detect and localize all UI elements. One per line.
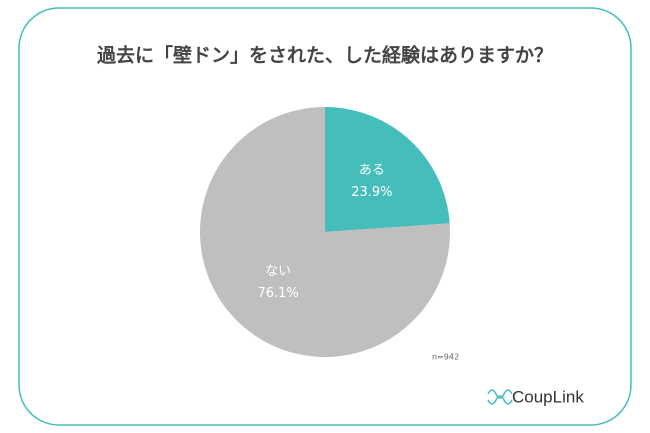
value-label: 76.1% <box>257 286 298 301</box>
pie-slice <box>325 107 450 232</box>
value-label: 23.9% <box>351 185 392 200</box>
logo: CoupLink <box>512 387 584 406</box>
slice-label: ない <box>265 264 291 279</box>
logo-icon <box>487 389 513 405</box>
chart-title: 過去に「壁ドン」をされた、した経験はありますか？ <box>97 44 553 67</box>
sample-note: n=942 <box>432 353 459 362</box>
pie-slice <box>200 107 450 357</box>
slice-label: ある <box>359 163 385 178</box>
